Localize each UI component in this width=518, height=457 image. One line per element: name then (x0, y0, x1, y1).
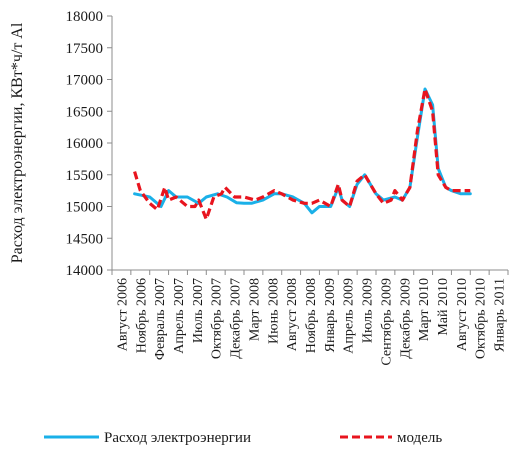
y-tick-label: 14500 (66, 231, 104, 247)
y-tick-labels: 14000 14500 15000 15500 16000 16500 17000 17500… (66, 9, 104, 279)
x-tick-label: Март 2008 (247, 278, 262, 341)
x-tick-label: Октябрь 2007 (210, 278, 225, 359)
x-tick-label: Май 2010 (436, 278, 451, 336)
x-tick-label: Октябрь 2010 (474, 278, 489, 359)
x-tick-label: Декабрь 2009 (398, 278, 413, 359)
x-tick-label: Ноябрь 2008 (304, 278, 319, 353)
series-line (133, 87, 472, 215)
x-tick-label: Июль 2009 (361, 278, 376, 343)
x-tick-label: Июнь 2008 (266, 278, 281, 344)
y-tick-label: 17000 (66, 73, 104, 89)
legend-label: модель (397, 430, 442, 446)
x-tick-label: Апрель 2007 (172, 278, 187, 354)
y-tick-label: 16000 (66, 136, 104, 152)
x-tick-label: Январь 2011 (493, 278, 508, 352)
legend-item: модель (340, 430, 442, 446)
legend: Расход электроэнергии модель (44, 430, 442, 446)
series-energy-consumption (133, 87, 472, 215)
x-tick-label: Март 2010 (417, 278, 432, 341)
x-tick-label: Сентябрь 2009 (379, 278, 394, 366)
x-tick-label: Июль 2007 (191, 278, 206, 343)
x-tick-label: Ноябрь 2006 (134, 278, 149, 353)
series-line (133, 87, 471, 221)
x-tick-label: Декабрь 2007 (229, 278, 244, 359)
axes (107, 15, 509, 275)
y-tick-label: 15500 (66, 168, 104, 184)
y-tick-label: 17500 (66, 41, 104, 57)
x-tick-label: Февраль 2007 (153, 278, 168, 360)
x-tick-label: Август 2006 (115, 278, 130, 351)
legend-label: Расход электроэнергии (104, 430, 251, 446)
x-tick-label: Август 2008 (285, 278, 300, 351)
y-tick-label: 16500 (66, 104, 104, 120)
y-axis-label: Расход электроэнергии, КВт*ч/т Al (9, 22, 26, 263)
series-model (133, 87, 471, 221)
y-tick-label: 15000 (66, 200, 104, 216)
x-tick-label: Январь 2009 (323, 278, 338, 352)
x-tick-label: Август 2010 (455, 278, 470, 351)
legend-item: Расход электроэнергии (44, 430, 251, 446)
y-tick-label: 14000 (66, 263, 104, 279)
y-tick-label: 18000 (66, 9, 104, 25)
x-tick-label: Апрель 2009 (342, 278, 357, 354)
x-tick-labels: Август 2006 Ноябрь 2006 Февраль 2007 Апрель… (115, 278, 507, 366)
series-layer (133, 87, 472, 221)
